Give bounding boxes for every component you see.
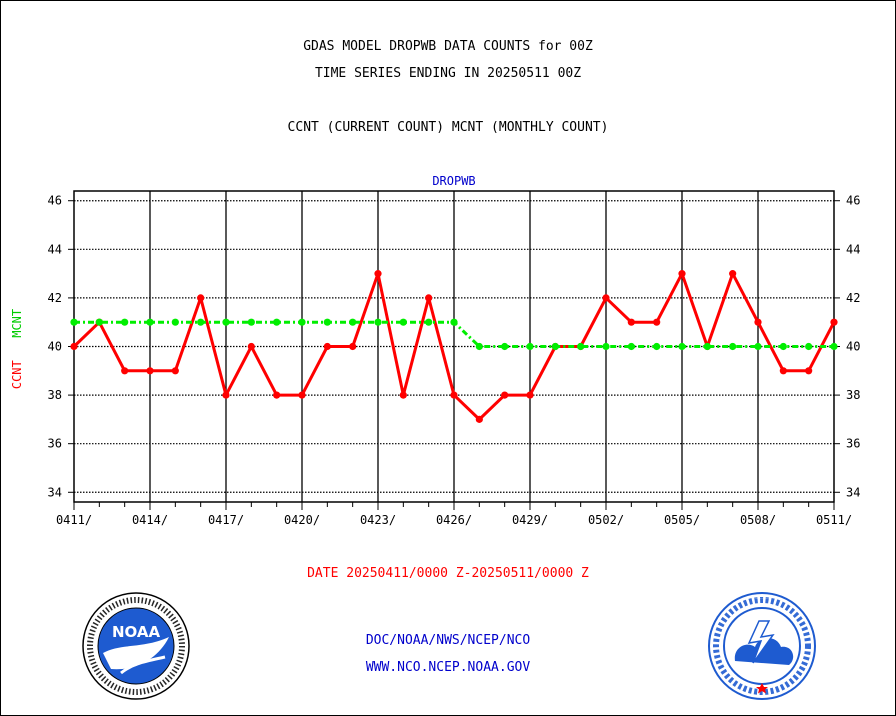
data-point-ccnt	[197, 294, 205, 302]
title-line-3: CCNT (CURRENT COUNT) MCNT (MONTHLY COUNT…	[287, 120, 609, 135]
y-tick-label-left: 44	[48, 242, 62, 256]
y-axis-title-ccnt: CCNT	[10, 360, 24, 390]
y-tick-label-left: 36	[48, 437, 62, 451]
data-point-ccnt	[501, 391, 509, 399]
x-tick-label: 0423/	[360, 513, 396, 527]
data-point-mcnt	[247, 318, 255, 326]
website-label: WWW.NCO.NCEP.NOAA.GOV	[365, 660, 531, 675]
noaa-logo: NOAA	[82, 592, 190, 700]
data-point-mcnt	[374, 318, 382, 326]
data-point-mcnt	[653, 342, 661, 351]
y-tick-label-left: 34	[48, 485, 62, 499]
data-point-mcnt	[501, 342, 509, 351]
x-tick-label: 0417/	[208, 513, 244, 527]
date-range-label: DATE 20250411/0000 Z-20250511/0000 Z	[307, 566, 589, 581]
data-point-mcnt	[298, 318, 306, 326]
x-tick-label: 0414/	[132, 513, 168, 527]
data-point-ccnt	[349, 342, 357, 351]
y-axis-title: CCNT MCNT	[10, 309, 24, 389]
data-point-ccnt	[754, 318, 762, 326]
data-point-ccnt	[805, 367, 813, 375]
data-point-mcnt	[577, 342, 585, 351]
nws-logo-text: NATIONAL WEATHER SERVICE	[755, 597, 770, 600]
y-tick-label-right: 34	[846, 485, 860, 499]
data-point-mcnt	[222, 318, 230, 326]
data-point-mcnt	[171, 318, 179, 326]
data-point-mcnt	[627, 342, 635, 351]
data-point-ccnt	[653, 318, 661, 326]
data-point-mcnt	[602, 342, 610, 351]
data-point-mcnt	[551, 342, 559, 351]
data-point-mcnt	[425, 318, 433, 326]
y-tick-label-right: 42	[846, 291, 860, 305]
data-point-mcnt	[805, 342, 813, 351]
org-path-label: DOC/NOAA/NWS/NCEP/NCO	[365, 633, 531, 648]
data-point-ccnt	[729, 270, 737, 278]
data-point-ccnt	[323, 342, 331, 351]
data-point-ccnt	[171, 367, 179, 375]
x-tick-label: 0511/	[816, 513, 852, 527]
y-tick-label-right: 44	[846, 242, 860, 256]
data-point-ccnt	[146, 367, 154, 375]
y-tick-label-right: 40	[846, 340, 860, 354]
data-point-ccnt	[425, 294, 433, 302]
chart-title: DROPWB	[432, 174, 475, 188]
noaa-logo-text: NOAA	[112, 623, 161, 641]
data-point-mcnt	[729, 342, 737, 351]
x-tick-label: 0420/	[284, 513, 320, 527]
data-point-ccnt	[627, 318, 635, 326]
x-tick-label: 0411/	[56, 513, 92, 527]
data-point-mcnt	[95, 318, 103, 326]
data-point-ccnt	[678, 270, 686, 278]
x-tick-label: 0508/	[740, 513, 776, 527]
data-point-ccnt	[374, 270, 382, 278]
data-point-mcnt	[678, 342, 686, 351]
data-point-ccnt	[450, 391, 458, 399]
data-point-mcnt	[349, 318, 357, 326]
title-line-1: GDAS MODEL DROPWB DATA COUNTS for 00Z	[303, 39, 593, 54]
data-point-ccnt	[830, 318, 838, 326]
y-tick-label-left: 42	[48, 291, 62, 305]
y-tick-label-right: 36	[846, 437, 860, 451]
x-tick-label: 0426/	[436, 513, 472, 527]
data-point-mcnt	[197, 318, 205, 326]
nws-logo: NATIONAL WEATHER SERVICE	[708, 592, 816, 700]
y-tick-label-left: 38	[48, 388, 62, 402]
data-point-ccnt	[399, 391, 407, 399]
data-point-mcnt	[475, 342, 483, 351]
data-point-mcnt	[450, 318, 458, 326]
data-point-mcnt	[526, 342, 534, 351]
data-point-mcnt	[830, 342, 838, 351]
y-tick-label-right: 46	[846, 194, 860, 208]
data-point-mcnt	[399, 318, 407, 326]
data-point-ccnt	[475, 415, 483, 423]
data-point-mcnt	[273, 318, 281, 326]
data-point-mcnt	[779, 342, 787, 351]
title-line-2: TIME SERIES ENDING IN 20250511 00Z	[314, 66, 582, 81]
data-point-ccnt	[222, 391, 230, 399]
y-tick-label-left: 40	[48, 340, 62, 354]
data-point-mcnt	[703, 342, 711, 351]
data-point-ccnt	[70, 342, 78, 351]
x-tick-label: 0429/	[512, 513, 548, 527]
data-point-mcnt	[146, 318, 154, 326]
data-point-mcnt	[121, 318, 129, 326]
data-point-mcnt	[70, 318, 78, 326]
data-point-ccnt	[121, 367, 129, 375]
y-tick-label-right: 38	[846, 388, 860, 402]
y-tick-label-left: 46	[48, 194, 62, 208]
data-point-ccnt	[247, 342, 255, 351]
data-point-ccnt	[298, 391, 306, 399]
data-point-ccnt	[273, 391, 281, 399]
data-point-ccnt	[602, 294, 610, 302]
data-point-ccnt	[779, 367, 787, 375]
x-tick-label: 0502/	[588, 513, 624, 527]
x-tick-label: 0505/	[664, 513, 700, 527]
y-axis-title-mcnt: MCNT	[10, 308, 24, 338]
data-point-mcnt	[323, 318, 331, 326]
data-point-ccnt	[526, 391, 534, 399]
data-point-mcnt	[754, 342, 762, 351]
